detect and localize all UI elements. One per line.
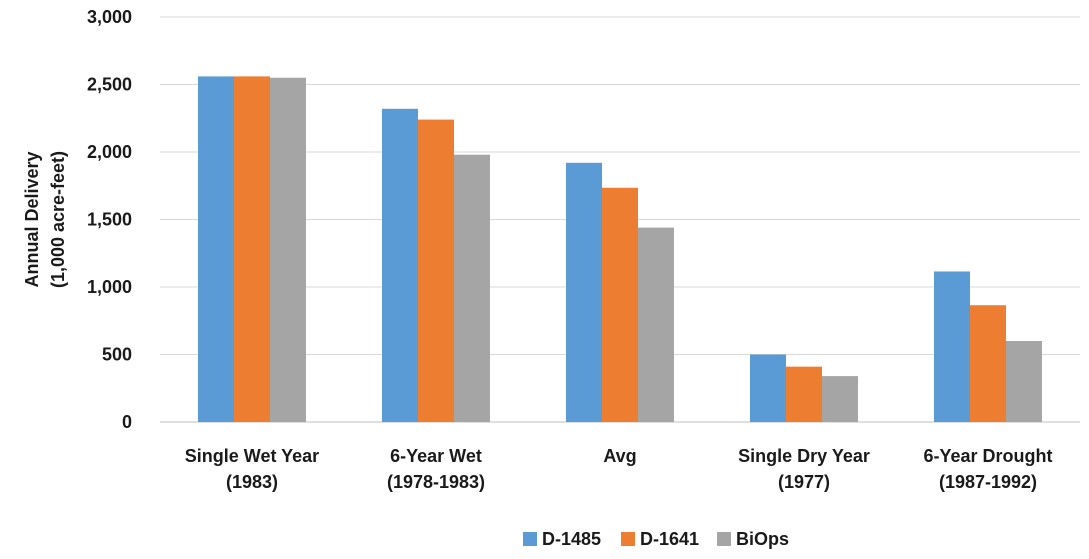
- bar-d-1641: [234, 76, 270, 423]
- legend-label-d-1641: D-1641: [640, 529, 699, 549]
- y-tick-label: 2,500: [87, 75, 132, 95]
- bar-biops: [270, 77, 306, 422]
- x-tick-label: Single Dry Year: [738, 446, 870, 466]
- bar-d-1641: [970, 305, 1006, 422]
- y-tick-label: 2,000: [87, 142, 132, 162]
- x-tick-label: (1977): [778, 472, 830, 492]
- bar-d-1641: [602, 187, 638, 422]
- bar-d-1485: [750, 354, 786, 422]
- y-axis: 0 500 1,000 1,500 2,000 2,500 3,000: [87, 7, 132, 432]
- x-tick-label: (1983): [226, 472, 278, 492]
- x-axis: Single Wet Year (1983) 6-Year Wet (1978-198…: [185, 446, 1053, 492]
- y-tick-label: 500: [102, 345, 132, 365]
- bar-d-1641: [786, 366, 822, 422]
- legend-label-biops: BiOps: [736, 529, 789, 549]
- y-axis-title: Annual Delivery (1,000 acre-feet): [22, 151, 68, 288]
- bar-biops: [638, 227, 674, 422]
- y-axis-title-line: (1,000 acre-feet): [48, 151, 68, 288]
- x-tick-label: 6-Year Wet: [390, 446, 482, 466]
- bar-d-1485: [566, 162, 602, 423]
- bar-biops: [1006, 341, 1042, 422]
- y-tick-label: 1,500: [87, 210, 132, 230]
- bar-d-1641: [418, 119, 454, 422]
- bar-biops: [454, 154, 490, 422]
- x-tick-label: (1978-1983): [387, 472, 485, 492]
- bar-d-1485: [382, 108, 418, 423]
- bars: [198, 76, 1042, 423]
- legend-swatch-d-1641: [621, 532, 635, 546]
- bar-d-1485: [934, 271, 970, 422]
- y-tick-label: 0: [122, 412, 132, 432]
- bar-d-1485: [198, 76, 234, 423]
- legend-swatch-d-1485: [523, 532, 537, 546]
- y-tick-label: 3,000: [87, 7, 132, 27]
- x-tick-label: (1987-1992): [939, 472, 1037, 492]
- y-axis-title-line: Annual Delivery: [22, 151, 42, 287]
- y-tick-label: 1,000: [87, 277, 132, 297]
- x-tick-label: Single Wet Year: [185, 446, 319, 466]
- legend-label-d-1485: D-1485: [542, 529, 601, 549]
- x-tick-label: 6-Year Drought: [923, 446, 1052, 466]
- bar-biops: [822, 376, 858, 422]
- legend-swatch-biops: [717, 532, 731, 546]
- legend: D-1485 D-1641 BiOps: [523, 529, 789, 549]
- x-tick-label: Avg: [603, 446, 636, 466]
